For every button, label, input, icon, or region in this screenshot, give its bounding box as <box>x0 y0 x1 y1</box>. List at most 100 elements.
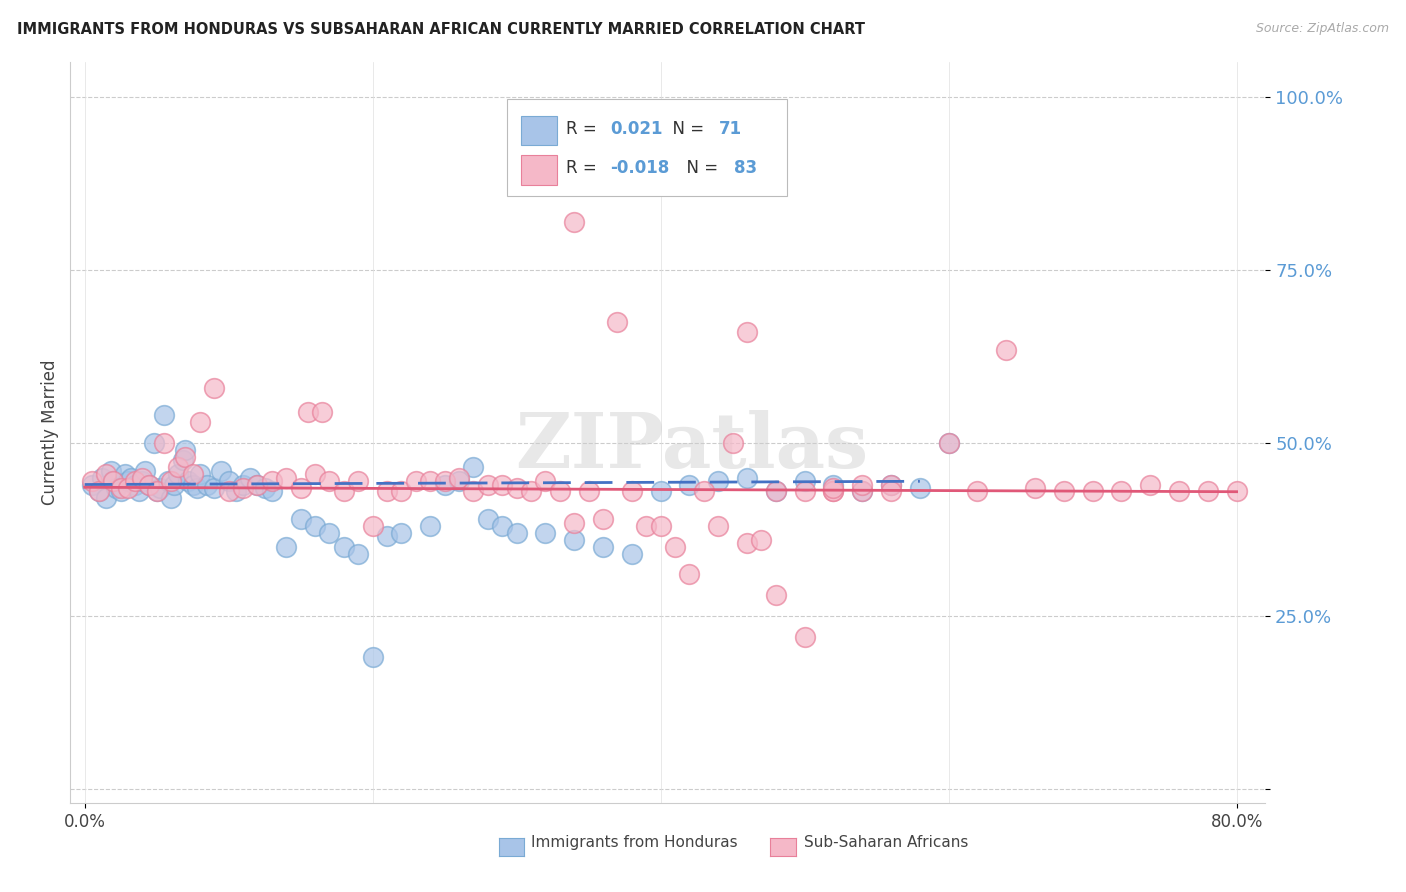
Point <box>276 470 298 484</box>
Point <box>232 481 254 495</box>
Point <box>765 484 787 499</box>
Point <box>433 474 456 488</box>
Text: Sub-Saharan Africans: Sub-Saharan Africans <box>804 836 969 850</box>
Point <box>707 474 730 488</box>
Text: N =: N = <box>676 160 724 178</box>
Point <box>128 484 150 499</box>
Point <box>80 477 103 491</box>
Point <box>304 467 326 482</box>
Point <box>333 484 356 499</box>
Point <box>650 519 672 533</box>
Point <box>361 650 384 665</box>
Point <box>157 474 180 488</box>
Point <box>491 519 513 533</box>
Point <box>620 484 643 499</box>
FancyBboxPatch shape <box>520 116 557 145</box>
Point <box>163 477 186 491</box>
Point <box>1139 477 1161 491</box>
Point <box>995 343 1018 357</box>
Point <box>391 484 413 499</box>
Point <box>186 481 208 495</box>
Point <box>419 519 441 533</box>
Point <box>232 477 254 491</box>
Point <box>211 464 233 478</box>
Text: R =: R = <box>567 120 602 138</box>
Y-axis label: Currently Married: Currently Married <box>41 359 59 506</box>
Point <box>276 540 298 554</box>
Point <box>505 525 527 540</box>
Point <box>477 512 499 526</box>
Point <box>678 477 700 491</box>
Point <box>124 477 146 491</box>
Point <box>449 470 471 484</box>
Point <box>491 477 513 491</box>
Text: -0.018: -0.018 <box>610 160 669 178</box>
Text: 83: 83 <box>734 160 756 178</box>
Point <box>735 536 758 550</box>
Point <box>823 477 845 491</box>
Text: ZIPatlas: ZIPatlas <box>515 410 869 484</box>
Point <box>174 442 197 457</box>
Point <box>195 477 218 491</box>
Point <box>823 481 845 495</box>
Point <box>160 474 183 488</box>
Point <box>721 436 744 450</box>
Point <box>103 474 125 488</box>
Point <box>181 467 204 482</box>
Point <box>693 484 716 499</box>
Point <box>131 474 153 488</box>
FancyBboxPatch shape <box>506 99 787 195</box>
Point <box>793 474 815 488</box>
Point <box>1197 484 1219 499</box>
Point <box>318 474 340 488</box>
Point <box>765 484 787 499</box>
Point <box>172 453 194 467</box>
Point <box>167 467 190 482</box>
Point <box>880 484 903 499</box>
Point <box>91 470 114 484</box>
Point <box>188 415 211 429</box>
Point <box>96 467 118 482</box>
Point <box>138 477 160 491</box>
Point <box>650 484 672 499</box>
Point <box>96 491 118 506</box>
Point <box>405 474 427 488</box>
Point <box>463 484 485 499</box>
Point <box>477 477 499 491</box>
Point <box>880 477 903 491</box>
Text: N =: N = <box>662 120 709 138</box>
Text: IMMIGRANTS FROM HONDURAS VS SUBSAHARAN AFRICAN CURRENTLY MARRIED CORRELATION CHA: IMMIGRANTS FROM HONDURAS VS SUBSAHARAN A… <box>17 22 865 37</box>
Point <box>260 474 283 488</box>
Point <box>297 405 319 419</box>
Point <box>534 525 557 540</box>
Point <box>87 484 110 499</box>
Point <box>153 436 176 450</box>
Text: 71: 71 <box>720 120 742 138</box>
Point <box>678 173 700 187</box>
Point <box>347 547 370 561</box>
Point <box>103 474 125 488</box>
Point <box>202 481 225 495</box>
Point <box>735 326 758 340</box>
Text: Source: ZipAtlas.com: Source: ZipAtlas.com <box>1256 22 1389 36</box>
Point <box>433 477 456 491</box>
Point <box>1168 484 1191 499</box>
Point <box>707 519 730 533</box>
Point <box>534 474 557 488</box>
Point <box>548 484 571 499</box>
Point <box>148 481 170 495</box>
Point <box>100 464 122 478</box>
Point <box>260 484 283 499</box>
Point <box>851 484 873 499</box>
Point <box>202 381 225 395</box>
Point <box>636 519 658 533</box>
Point <box>174 450 197 464</box>
Text: R =: R = <box>567 160 602 178</box>
Point <box>347 474 370 488</box>
Point <box>134 464 156 478</box>
Point <box>505 481 527 495</box>
Point <box>664 540 686 554</box>
Point <box>966 484 988 499</box>
Point <box>419 474 441 488</box>
Point <box>80 474 103 488</box>
